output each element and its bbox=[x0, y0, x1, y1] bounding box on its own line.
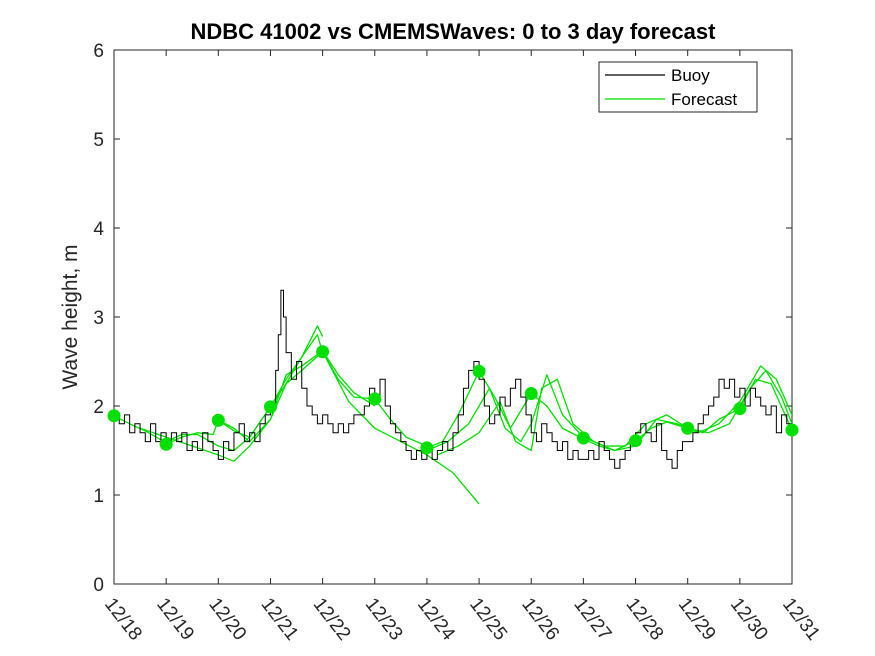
y-tick-label: 3 bbox=[93, 308, 104, 329]
forecast-init-marker bbox=[368, 392, 382, 406]
axes-box bbox=[113, 49, 793, 585]
legend-box bbox=[598, 61, 758, 113]
forecast-init-marker bbox=[576, 431, 590, 445]
x-tick-label: 12/26 bbox=[517, 594, 563, 644]
x-tick-label: 12/29 bbox=[674, 594, 720, 644]
forecast-init-marker bbox=[159, 437, 173, 451]
x-tick-label: 12/27 bbox=[569, 594, 615, 644]
y-tick-label: 2 bbox=[93, 397, 104, 418]
forecast-init-marker bbox=[524, 387, 538, 401]
forecast-init-marker bbox=[629, 434, 643, 448]
x-tick-label: 12/25 bbox=[465, 594, 511, 644]
forecast-init-marker bbox=[733, 402, 747, 416]
forecast-init-marker bbox=[681, 421, 695, 435]
x-tick-label: 12/18 bbox=[100, 594, 146, 644]
forecast-init-marker bbox=[785, 423, 799, 437]
x-tick-label: 12/21 bbox=[257, 594, 303, 644]
x-tick-label: 12/23 bbox=[361, 594, 407, 644]
buoy-line bbox=[114, 289, 792, 469]
data-layer bbox=[114, 289, 792, 505]
x-tick-label: 12/20 bbox=[204, 594, 250, 644]
x-tick-label: 12/28 bbox=[622, 594, 668, 644]
x-tick-label: 12/19 bbox=[152, 594, 198, 644]
forecast-line bbox=[426, 370, 792, 452]
y-tick-label: 0 bbox=[93, 575, 104, 596]
y-axis-label-text: Wave height, m bbox=[59, 244, 82, 389]
forecast-line bbox=[139, 325, 324, 462]
x-tick-label: 12/22 bbox=[309, 594, 355, 644]
chart-title: NDBC 41002 vs CMEMSWaves: 0 to 3 day for… bbox=[191, 19, 717, 44]
x-tick-label: 12/24 bbox=[413, 594, 459, 645]
legend-label-buoy: Buoy bbox=[671, 66, 710, 85]
legend: Buoy Forecast bbox=[598, 61, 758, 113]
forecast-init-marker bbox=[472, 364, 486, 378]
y-tick-label: 1 bbox=[93, 486, 104, 507]
y-tick-label: 5 bbox=[93, 130, 104, 151]
forecast-init-marker bbox=[211, 413, 225, 427]
y-tick-label: 6 bbox=[93, 41, 104, 62]
forecast-init-marker bbox=[420, 441, 434, 455]
forecast-init-marker bbox=[263, 400, 277, 414]
x-tick-label: 12/31 bbox=[778, 594, 824, 644]
legend-label-forecast: Forecast bbox=[671, 90, 737, 109]
y-tick-label: 4 bbox=[93, 219, 104, 240]
y-axis-label: Wave height, m bbox=[59, 244, 82, 389]
x-tick-label: 12/30 bbox=[726, 594, 772, 644]
forecast-init-marker bbox=[316, 345, 330, 359]
forecast-init-marker bbox=[107, 409, 121, 423]
